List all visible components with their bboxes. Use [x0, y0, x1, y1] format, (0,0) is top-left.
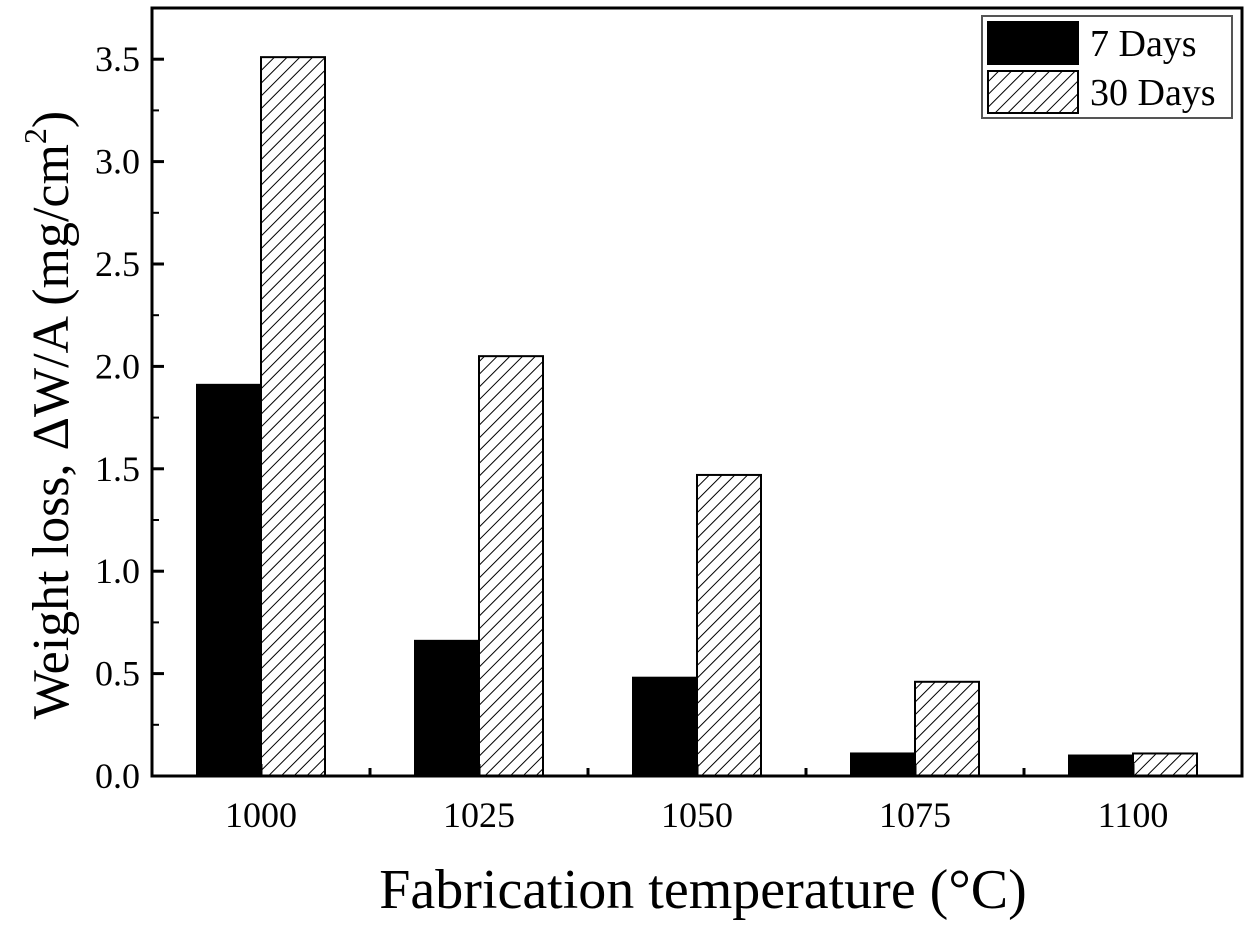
x-tick-label: 1050	[661, 795, 733, 835]
bar-30-days-1000	[260, 56, 326, 778]
legend-swatch-7-days	[987, 21, 1079, 65]
y-tick-label: 1.0	[95, 551, 140, 591]
x-axis-title: Fabrication temperature (°C)	[379, 859, 1026, 921]
bars-layer	[196, 56, 1198, 778]
bar-7-days-1000	[196, 383, 262, 777]
bar-30-days-1075	[914, 680, 980, 777]
bar-30-days-1025	[478, 355, 544, 777]
y-tick-label: 1.5	[95, 449, 140, 489]
legend: 7 Days 30 Days	[981, 15, 1233, 119]
x-tick-label: 1025	[443, 795, 515, 835]
axes-layer: 0.0 0.5 1.0 1.5 2.0 2.5 3.0 3.5 1000 1025 1050 1075…	[95, 6, 1244, 835]
y-axis-title-main: Weight loss, ΔW/A (mg/cm	[23, 144, 80, 719]
bar-7-days-1025	[414, 639, 480, 777]
x-tick-label: 1100	[1098, 795, 1169, 835]
legend-swatch-30-days	[987, 70, 1079, 114]
svg-text:Weight loss, ΔW/A (mg/cm2): Weight loss, ΔW/A (mg/cm2)	[17, 111, 80, 720]
bar-30-days-1100	[1132, 752, 1198, 777]
bar-7-days-1050	[632, 676, 698, 777]
x-tick-label: 1000	[225, 795, 297, 835]
bar-30-days-1050	[696, 473, 762, 777]
x-tick-label: 1075	[879, 795, 951, 835]
y-axis-title-close: )	[23, 111, 80, 128]
y-tick-label: 0.5	[95, 654, 140, 694]
legend-label-7-days: 7 Days	[1090, 23, 1197, 65]
bar-7-days-1075	[850, 752, 916, 777]
y-tick-label: 2.0	[95, 346, 140, 386]
y-tick-label: 0.0	[95, 756, 140, 796]
bar-7-days-1100	[1068, 754, 1134, 778]
y-axis-title: Weight loss, ΔW/A (mg/cm2)	[17, 111, 80, 720]
y-tick-label: 3.0	[95, 142, 140, 182]
y-tick-label: 3.5	[95, 39, 140, 79]
y-tick-label: 2.5	[95, 244, 140, 284]
legend-label-30-days: 30 Days	[1090, 72, 1216, 114]
y-axis-title-superscript: 2	[17, 128, 53, 144]
